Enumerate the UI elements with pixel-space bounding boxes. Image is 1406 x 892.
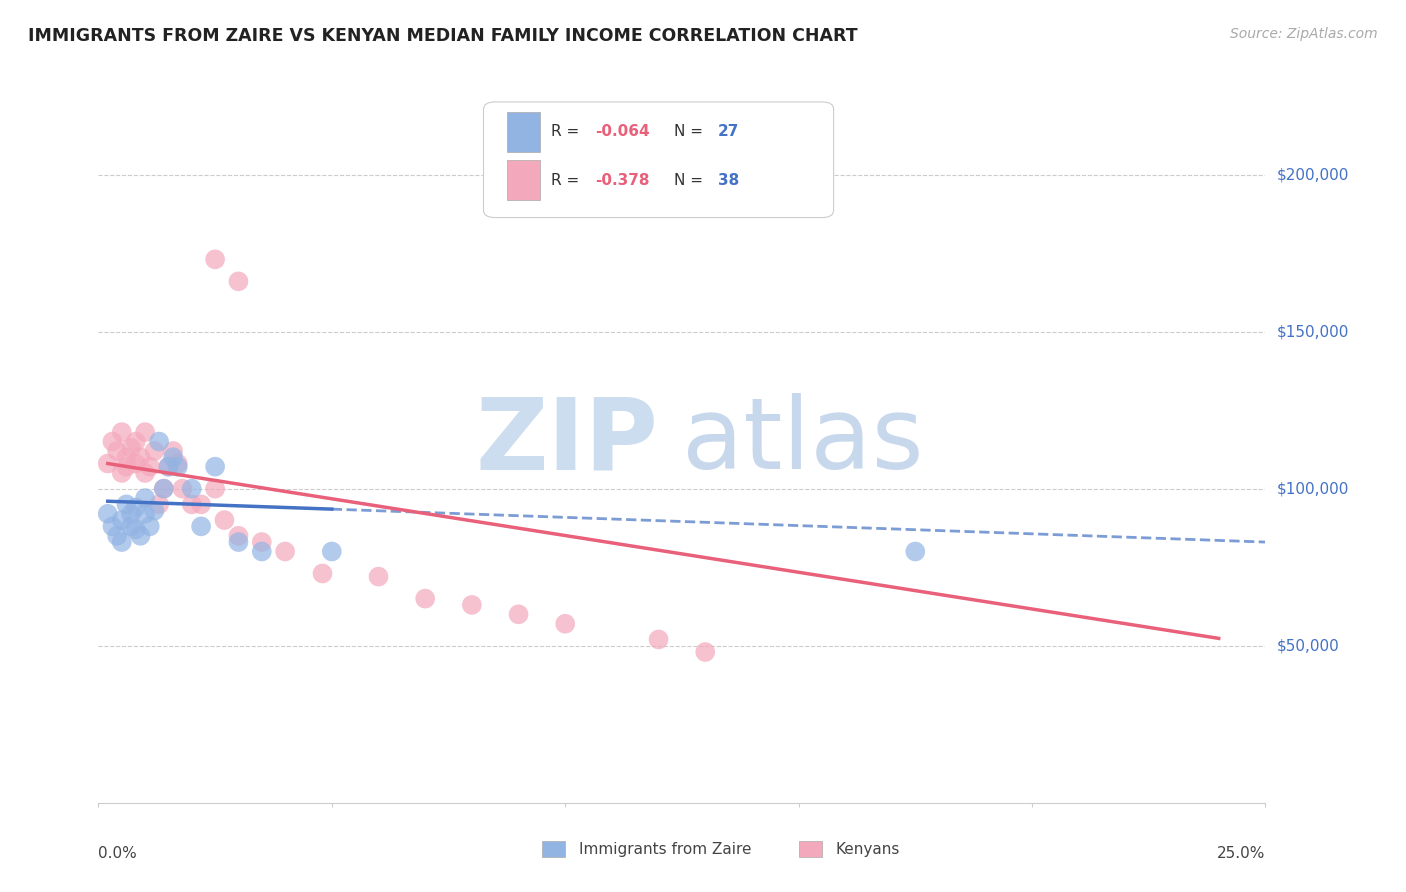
Point [125, 457, 148, 471]
Text: $200,000: $200,000 [1277, 167, 1348, 182]
Point [508, 607, 530, 622]
Text: N =: N = [673, 173, 707, 188]
Text: Kenyans: Kenyans [837, 841, 900, 856]
Text: $50,000: $50,000 [1277, 639, 1340, 653]
Bar [508, 161, 540, 200]
Point [111, 535, 134, 549]
Point [190, 519, 212, 533]
Point [148, 497, 170, 511]
Text: R =: R = [551, 173, 585, 188]
Point [134, 466, 156, 480]
Point [152, 482, 174, 496]
Point [143, 444, 166, 458]
Point [111, 425, 134, 439]
Point [204, 482, 226, 496]
Point [111, 466, 134, 480]
Text: -0.378: -0.378 [596, 173, 650, 188]
Point [139, 519, 162, 533]
Point [125, 523, 148, 537]
Text: IMMIGRANTS FROM ZAIRE VS KENYAN MEDIAN FAMILY INCOME CORRELATION CHART: IMMIGRANTS FROM ZAIRE VS KENYAN MEDIAN F… [28, 27, 858, 45]
Point [120, 519, 142, 533]
FancyBboxPatch shape [484, 102, 834, 218]
Point [274, 544, 297, 558]
Text: $150,000: $150,000 [1277, 324, 1348, 339]
Point [250, 544, 273, 558]
Point [148, 434, 170, 449]
Point [162, 444, 184, 458]
Text: 25.0%: 25.0% [1218, 847, 1265, 861]
Point [204, 459, 226, 474]
Point [367, 569, 389, 583]
Point [214, 513, 236, 527]
Point [157, 459, 180, 474]
Point [554, 616, 576, 631]
Text: $100,000: $100,000 [1277, 481, 1348, 496]
Point [120, 507, 142, 521]
Point [152, 482, 174, 496]
Point [120, 441, 142, 455]
Point [143, 503, 166, 517]
Point [204, 252, 226, 267]
Point [115, 459, 138, 474]
Point [250, 535, 273, 549]
Point [115, 497, 138, 511]
Point [228, 529, 250, 543]
Point [97, 507, 120, 521]
Bar [508, 112, 540, 152]
Bar [541, 841, 565, 857]
Point [115, 450, 138, 465]
Point [162, 450, 184, 465]
Point [166, 457, 188, 471]
Point [166, 459, 188, 474]
Point [129, 450, 152, 465]
Point [190, 497, 212, 511]
Point [101, 519, 124, 533]
Text: -0.064: -0.064 [596, 124, 650, 139]
Point [321, 544, 343, 558]
Text: atlas: atlas [682, 393, 924, 490]
Text: ZIP: ZIP [475, 393, 658, 490]
Point [228, 535, 250, 549]
Point [129, 529, 152, 543]
Point [413, 591, 436, 606]
Point [111, 513, 134, 527]
Point [157, 459, 180, 474]
Point [647, 632, 669, 647]
Point [105, 529, 128, 543]
Point [125, 500, 148, 515]
Point [228, 274, 250, 288]
Point [172, 482, 194, 496]
Text: R =: R = [551, 124, 585, 139]
Text: 27: 27 [718, 124, 740, 139]
Point [134, 507, 156, 521]
Point [105, 444, 128, 458]
Text: 38: 38 [718, 173, 740, 188]
Point [695, 645, 717, 659]
Point [101, 434, 124, 449]
Point [97, 457, 120, 471]
Text: N =: N = [673, 124, 707, 139]
Bar [799, 841, 823, 857]
Point [461, 598, 484, 612]
Point [125, 434, 148, 449]
Point [311, 566, 333, 581]
Point [134, 491, 156, 505]
Point [180, 482, 202, 496]
Text: 0.0%: 0.0% [98, 847, 138, 861]
Point [139, 459, 162, 474]
Point [180, 497, 202, 511]
Text: Immigrants from Zaire: Immigrants from Zaire [579, 841, 752, 856]
Point [134, 425, 156, 439]
Point [904, 544, 927, 558]
Text: Source: ZipAtlas.com: Source: ZipAtlas.com [1230, 27, 1378, 41]
